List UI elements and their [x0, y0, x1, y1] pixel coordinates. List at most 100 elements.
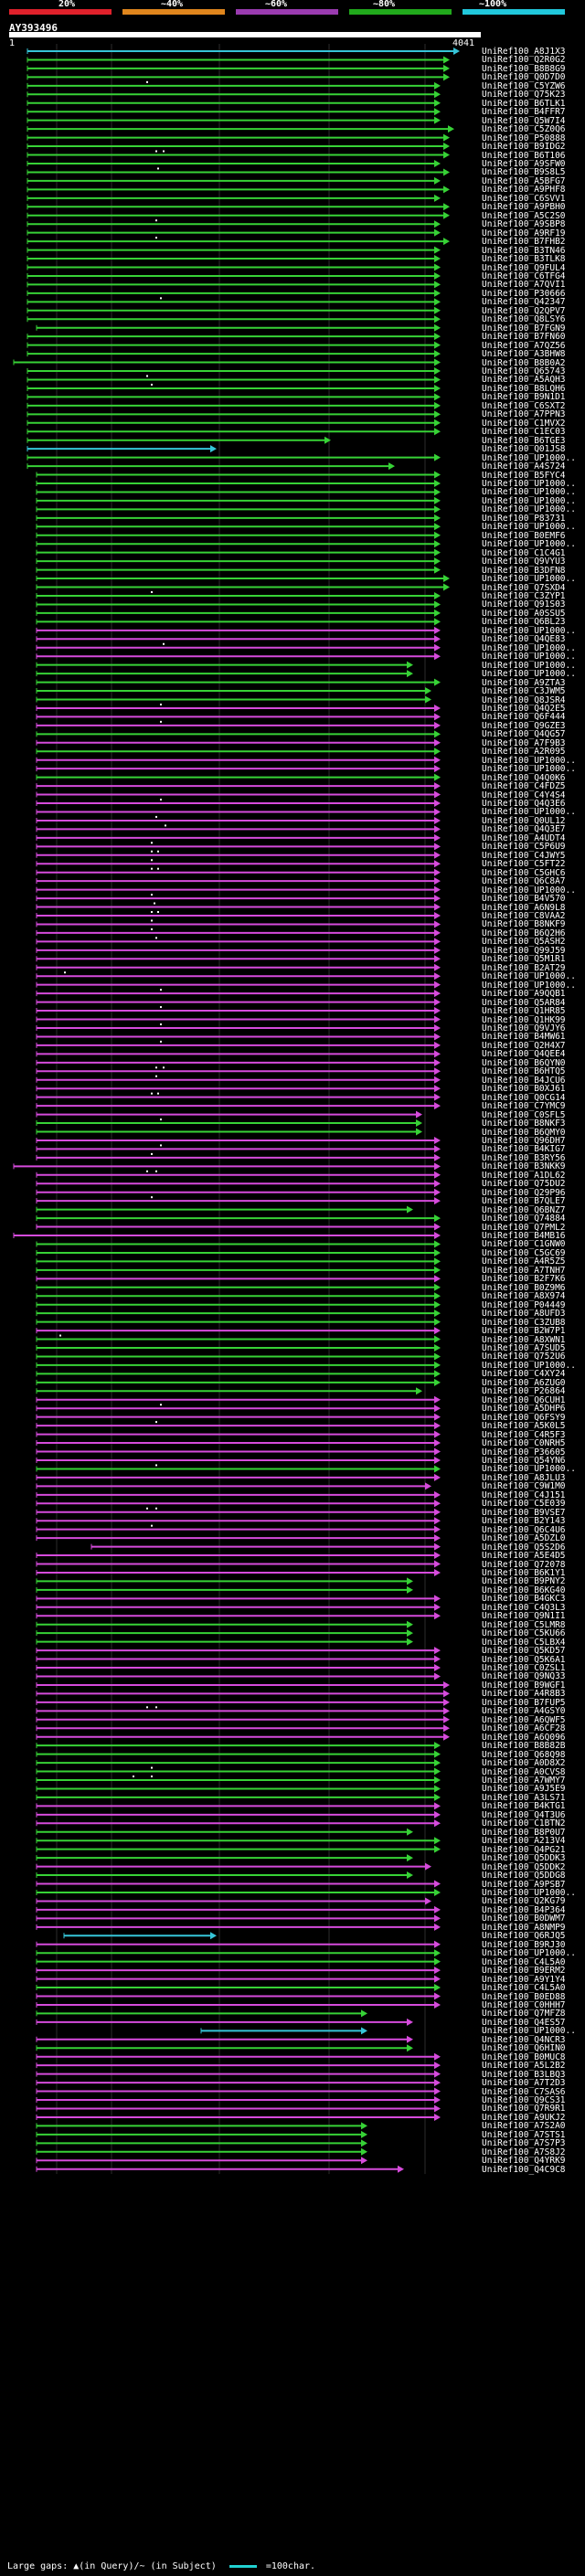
hit-track[interactable] — [27, 237, 450, 246]
hit-label[interactable]: UniRef100_Q75DU2 — [482, 1179, 566, 1190]
hit-track[interactable] — [13, 358, 441, 366]
hit-label[interactable]: UniRef100_Q4QE83 — [482, 634, 566, 645]
hit-label[interactable]: UniRef100_Q4PG21 — [482, 1844, 566, 1855]
hit-label[interactable]: UniRef100_A9PSB7 — [482, 1879, 566, 1890]
hit-label[interactable]: UniRef100_B2Y143 — [482, 1516, 566, 1527]
hit-label[interactable]: UniRef100_UP1000.. — [482, 1948, 576, 1959]
hit-label[interactable]: UniRef100_A5DHP6 — [482, 1404, 566, 1415]
hit-track[interactable] — [36, 937, 441, 946]
hit-track[interactable] — [36, 1517, 441, 1525]
hit-track[interactable] — [36, 1352, 441, 1361]
hit-track[interactable] — [36, 885, 441, 894]
hit-track[interactable] — [13, 1162, 441, 1171]
hit-label[interactable]: UniRef100_Q42347 — [482, 297, 566, 308]
hit-label[interactable]: UniRef100_C0NRH5 — [482, 1438, 566, 1449]
hit-track[interactable] — [36, 1706, 450, 1715]
hit-label[interactable]: UniRef100_Q5W7I4 — [482, 115, 566, 126]
hit-track[interactable] — [36, 635, 441, 643]
hit-label[interactable]: UniRef100_C0SFL5 — [482, 1109, 566, 1120]
hit-label[interactable]: UniRef100_C0ZSL1 — [482, 1663, 566, 1674]
hit-track[interactable] — [27, 436, 331, 444]
hit-track[interactable] — [36, 1560, 441, 1568]
hit-track[interactable] — [36, 480, 441, 487]
hit-track[interactable] — [36, 850, 441, 859]
hit-track[interactable] — [36, 670, 413, 678]
hit-track[interactable] — [36, 1283, 441, 1291]
hit-track[interactable] — [36, 833, 441, 842]
hit-track[interactable] — [27, 246, 441, 254]
hit-track[interactable] — [36, 505, 441, 514]
hit-track[interactable] — [36, 1490, 441, 1499]
hit-label[interactable]: UniRef100_B7FUP5 — [482, 1697, 566, 1708]
hit-label[interactable]: UniRef100_A6N9L8 — [482, 902, 566, 913]
hit-label[interactable]: UniRef100_Q5KD57 — [482, 1646, 566, 1657]
hit-label[interactable]: UniRef100_Q4T3U6 — [482, 1809, 566, 1820]
hit-track[interactable] — [36, 557, 441, 566]
hit-label[interactable]: UniRef100_A6ZUG0 — [482, 1377, 566, 1388]
hit-track[interactable] — [36, 687, 431, 695]
hit-label[interactable]: UniRef100_Q5DDK2 — [482, 1861, 566, 1872]
hit-label[interactable]: UniRef100_UP1000.. — [482, 652, 576, 663]
hit-track[interactable] — [36, 790, 441, 799]
hit-label[interactable]: UniRef100_B6HTQ5 — [482, 1066, 566, 1077]
hit-track[interactable] — [36, 1914, 441, 1923]
hit-label[interactable]: UniRef100_B2F7K6 — [482, 1274, 566, 1285]
hit-track[interactable] — [27, 73, 450, 81]
hit-track[interactable] — [36, 1524, 441, 1533]
hit-track[interactable] — [36, 1482, 431, 1490]
hit-track[interactable] — [36, 998, 441, 1006]
hit-track[interactable] — [27, 401, 441, 409]
hit-track[interactable] — [27, 186, 450, 194]
hit-track[interactable] — [27, 367, 441, 376]
hit-track[interactable] — [27, 125, 454, 133]
hit-label[interactable]: UniRef100_A8XWN1 — [482, 1334, 566, 1345]
hit-track[interactable] — [36, 1136, 441, 1144]
hit-label[interactable]: UniRef100_Q4Q2E5 — [482, 703, 566, 714]
hit-track[interactable] — [36, 514, 441, 522]
hit-track[interactable] — [36, 488, 441, 496]
hit-track[interactable] — [36, 981, 441, 989]
hit-track[interactable] — [36, 989, 441, 998]
hit-track[interactable] — [36, 1957, 441, 1966]
hit-label[interactable]: UniRef100_B6TGE3 — [482, 435, 566, 446]
hit-label[interactable]: UniRef100_C4FDZ5 — [482, 781, 566, 792]
hit-track[interactable] — [36, 1984, 441, 1992]
hit-label[interactable]: UniRef100_A9RF19 — [482, 228, 566, 239]
hit-track[interactable] — [36, 1058, 441, 1066]
hit-track[interactable] — [36, 1040, 441, 1049]
hit-track[interactable] — [36, 1300, 441, 1309]
hit-track[interactable] — [36, 1361, 441, 1369]
hit-label[interactable]: UniRef100_Q2R0G2 — [482, 55, 566, 66]
hit-track[interactable] — [27, 428, 441, 436]
hit-label[interactable]: UniRef100_A5DZL0 — [482, 1533, 566, 1544]
hit-track[interactable] — [36, 575, 450, 583]
hit-label[interactable]: UniRef100_Q7R9R1 — [482, 2104, 566, 2115]
hit-label[interactable]: UniRef100_A8NMP9 — [482, 1922, 566, 1933]
hit-track[interactable] — [36, 1595, 441, 1603]
hit-label[interactable]: UniRef100_C4Y4S4 — [482, 790, 566, 800]
hit-track[interactable] — [36, 1793, 441, 1801]
hit-label[interactable]: UniRef100_A4S724 — [482, 461, 566, 472]
hit-track[interactable] — [36, 1888, 441, 1896]
hit-label[interactable]: UniRef100_A5BFG7 — [482, 175, 566, 186]
hit-label[interactable]: UniRef100_C5KU66 — [482, 1628, 566, 1639]
hit-track[interactable] — [36, 703, 441, 712]
hit-label[interactable]: UniRef100_A5K0L5 — [482, 1421, 566, 1432]
hit-label[interactable]: UniRef100_C6SXT2 — [482, 400, 566, 411]
hit-label[interactable]: UniRef100_C3ZYP1 — [482, 590, 566, 601]
hit-label[interactable]: UniRef100_B8B82B — [482, 1741, 566, 1752]
hit-label[interactable]: UniRef100_A6CF28 — [482, 1723, 566, 1734]
hit-label[interactable]: UniRef100_A9ZTA3 — [482, 677, 566, 688]
hit-track[interactable] — [36, 1897, 431, 1905]
hit-track[interactable] — [36, 1344, 441, 1352]
hit-track[interactable] — [36, 1828, 413, 1836]
hit-label[interactable]: UniRef100_B3NKK9 — [482, 1161, 566, 1172]
hit-track[interactable] — [36, 1430, 441, 1438]
hit-label[interactable]: UniRef100_A5L2B2 — [482, 2061, 566, 2072]
hit-track[interactable] — [36, 1862, 431, 1871]
hit-track[interactable] — [36, 808, 441, 816]
hit-track[interactable] — [36, 1033, 441, 1041]
hit-track[interactable] — [27, 219, 441, 228]
hit-label[interactable]: UniRef100_B4P364 — [482, 1904, 566, 1915]
hit-label[interactable]: UniRef100_C1GNW0 — [482, 1239, 566, 1250]
